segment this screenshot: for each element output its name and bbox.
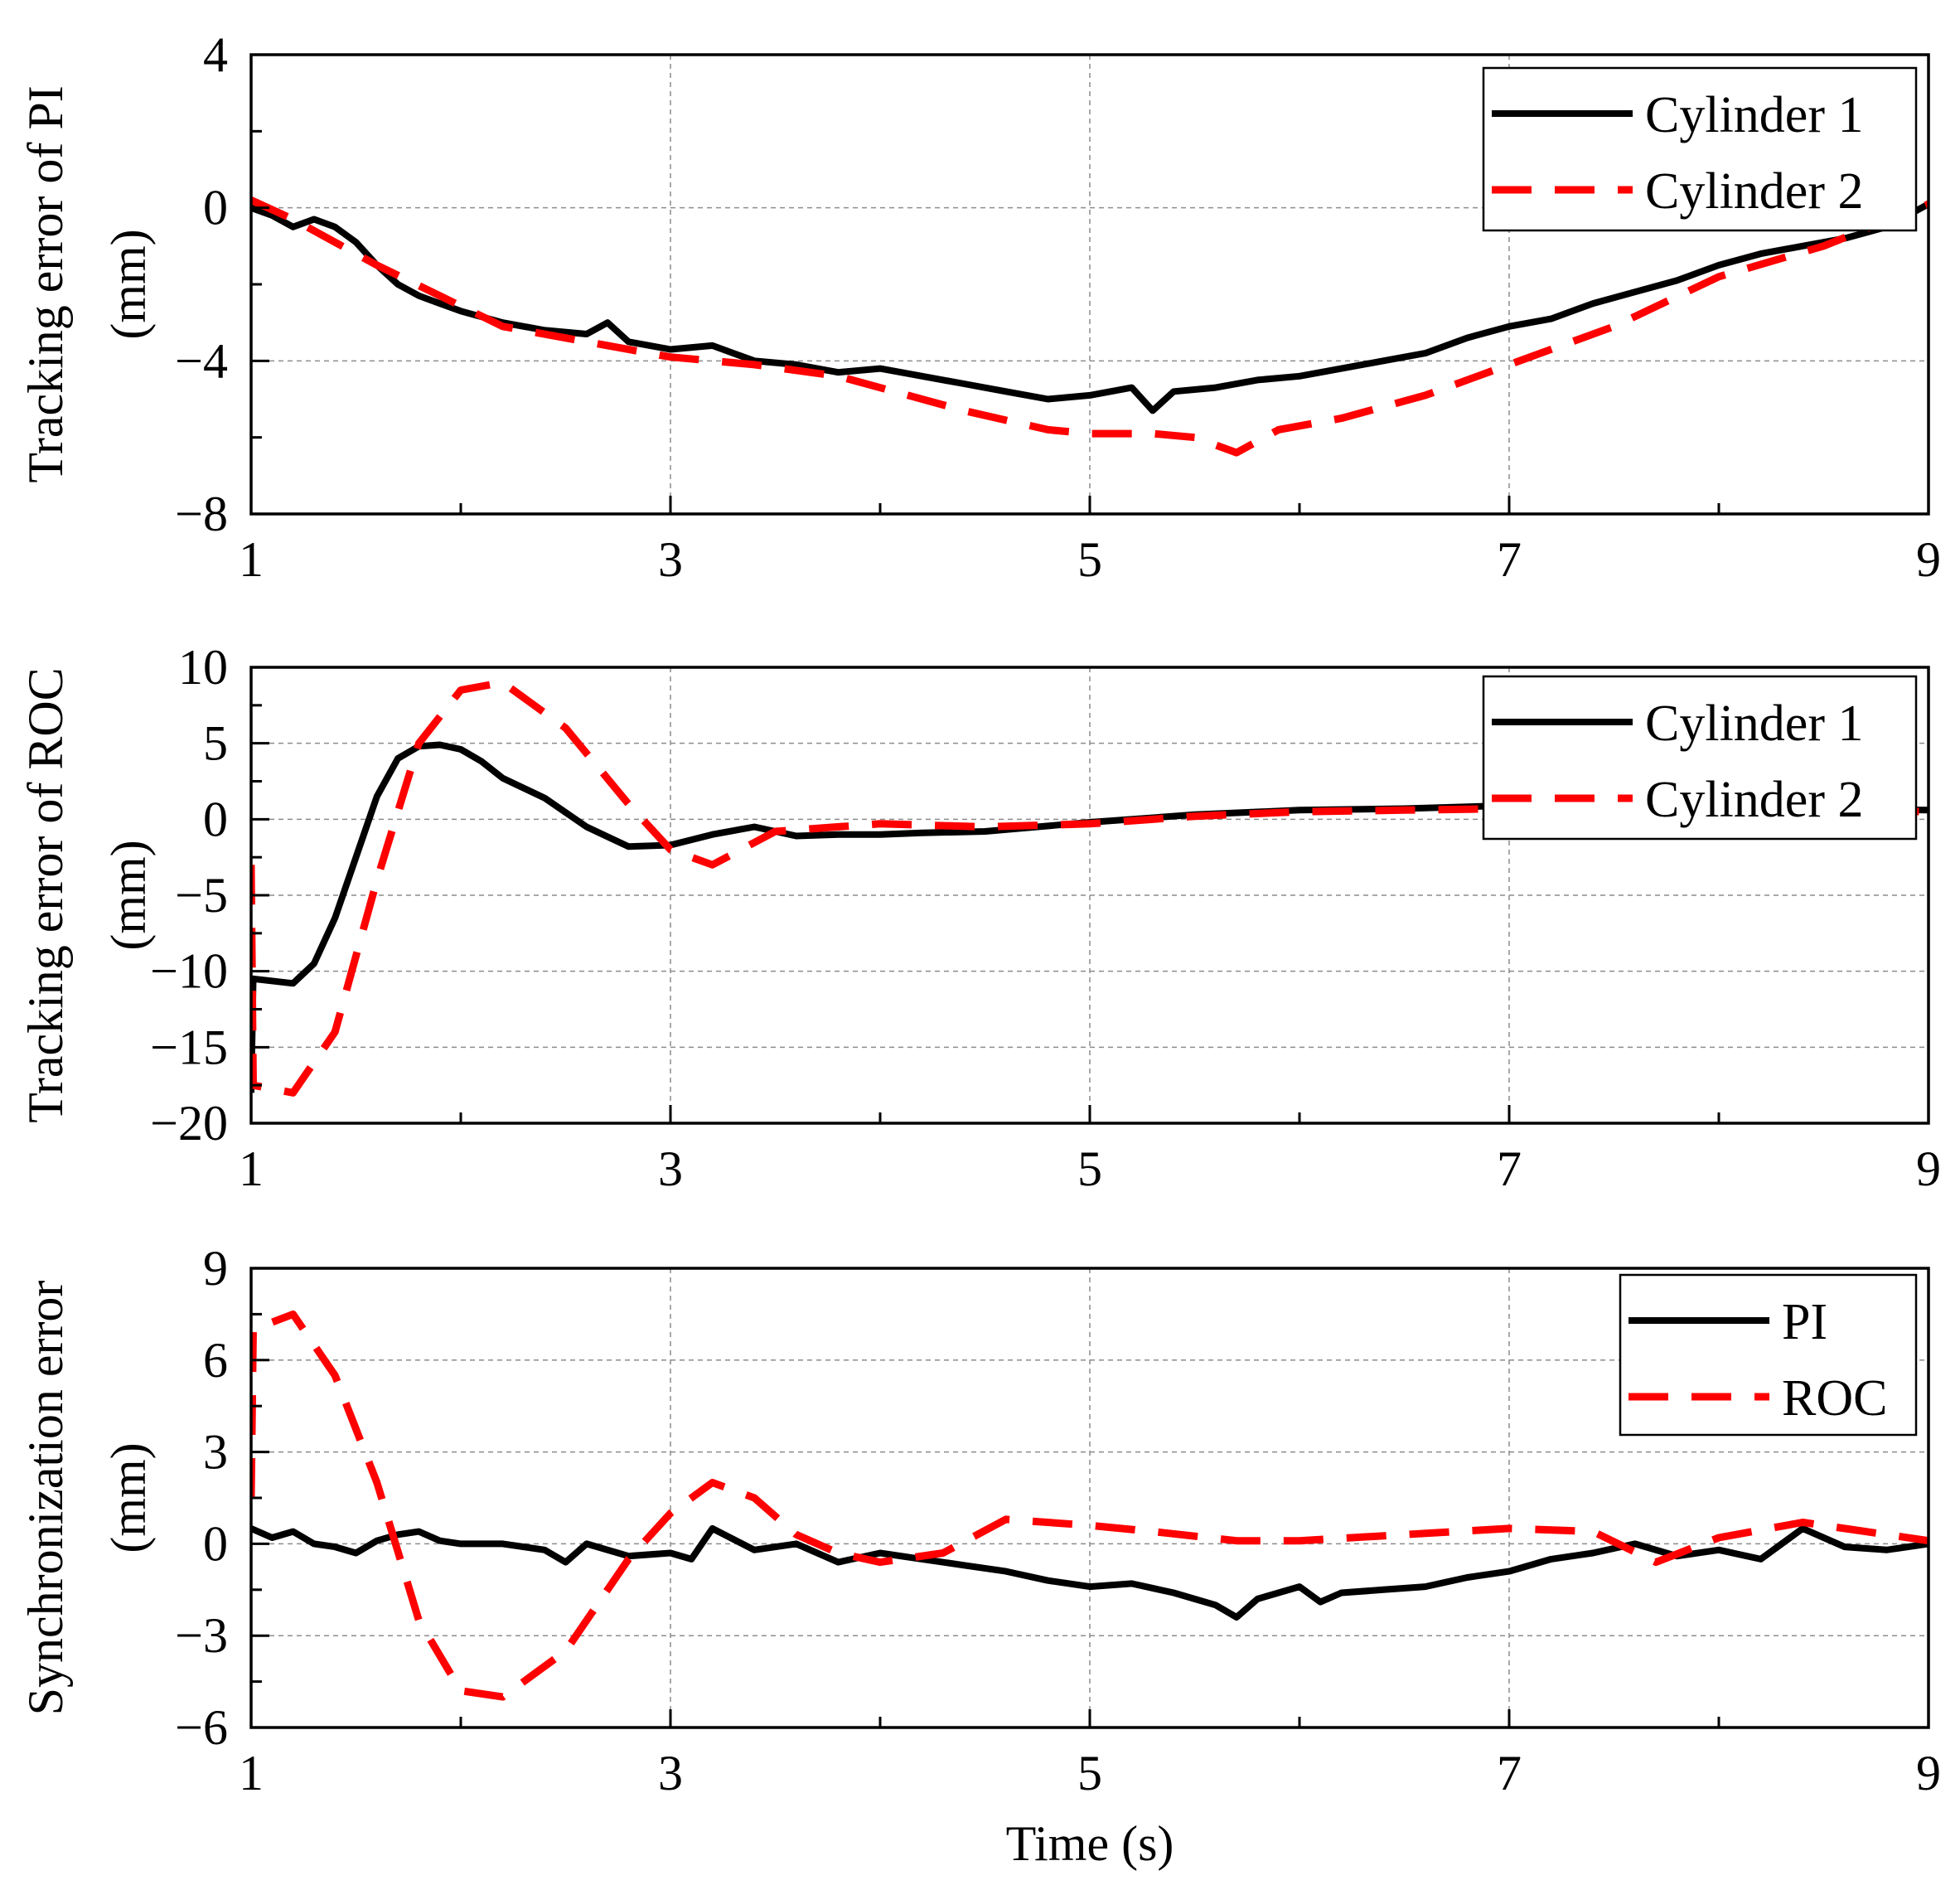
x-tick-label: 7 [1497,1141,1522,1196]
x-tick-label: 9 [1916,1141,1941,1196]
legend-label: ROC [1782,1370,1887,1427]
legend: Cylinder 1 Cylinder 2 [1482,66,1918,232]
series-line-cylinder-1 [251,201,1929,414]
legend-label: Cylinder 1 [1645,695,1863,752]
y-tick-label: −15 [150,1020,228,1074]
y-axis-title: Tracking error of PI (mm) [18,85,156,482]
y-tick-label: 6 [203,1333,228,1388]
chart-panel-2: 1 3 5 7 9 −20 −15 −10 −5 0 5 10 Tracking error of RO… [18,640,1941,1196]
chart-panel-1: 1 3 5 7 9 −8 −4 0 4 Tracking error of PI (mm) Cylin… [18,27,1941,587]
series-line-pi [251,1524,1929,1621]
x-tick-label: 7 [1497,1746,1522,1800]
y-axis-title-line: (mm) [101,229,156,339]
legend-label: Cylinder 1 [1645,87,1863,143]
x-tick-label: 5 [1077,1746,1102,1800]
y-tick-label: 3 [203,1425,228,1480]
y-tick-label: 5 [203,716,228,771]
y-tick-label: 10 [178,640,228,695]
x-tick-label: 9 [1916,1746,1941,1800]
x-axis-title: Time (s) [1006,1816,1174,1871]
y-tick-label: −10 [150,944,228,999]
x-tick-label: 3 [658,1141,683,1196]
legend-label: PI [1782,1294,1827,1350]
x-tick-label: 7 [1497,532,1522,587]
y-tick-label: 0 [203,181,228,235]
x-tick-label: 5 [1077,532,1102,587]
y-axis-title-line: (mm) [101,840,156,950]
x-tick-label: 9 [1916,532,1941,587]
legend-label: Cylinder 2 [1645,772,1863,828]
y-axis-title-line: Tracking error of ROC [18,667,73,1122]
y-axis-title-line: Synchronization error [18,1281,73,1716]
legend-label: Cylinder 2 [1645,163,1863,220]
y-tick-label: −4 [175,333,228,388]
y-axis-title: Synchronization error (mm) [18,1281,156,1716]
chart-panel-3: 1 3 5 7 9 −6 −3 0 3 6 9 Synchronization error (mm) Ti… [18,1241,1941,1871]
y-tick-label: −8 [175,487,228,541]
legend-box [1482,66,1918,232]
y-tick-label: −3 [175,1608,228,1663]
y-tick-label: −20 [150,1096,228,1151]
y-tick-label: 9 [203,1241,228,1296]
y-axis-title-line: (mm) [101,1442,156,1553]
y-tick-label: 4 [203,27,228,82]
y-tick-label: 0 [203,792,228,846]
legend: PI ROC [1619,1273,1918,1437]
legend-box [1482,675,1918,841]
series-line-cylinder-2 [251,196,1929,457]
legend-box [1619,1273,1918,1437]
x-tick-label: 5 [1077,1141,1102,1196]
x-tick-label: 1 [239,1141,264,1196]
y-axis-title-line: Tracking error of PI [18,85,73,482]
legend: Cylinder 1 Cylinder 2 [1482,675,1918,841]
x-tick-label: 1 [239,532,264,587]
y-tick-label: −6 [175,1700,228,1755]
x-tick-label: 3 [658,532,683,587]
series-line-roc [251,1310,1929,1701]
y-tick-label: 0 [203,1516,228,1571]
x-tick-label: 1 [239,1746,264,1800]
y-tick-label: −5 [175,868,228,923]
y-axis-title: Tracking error of ROC (mm) [18,667,156,1122]
x-tick-label: 3 [658,1746,683,1800]
